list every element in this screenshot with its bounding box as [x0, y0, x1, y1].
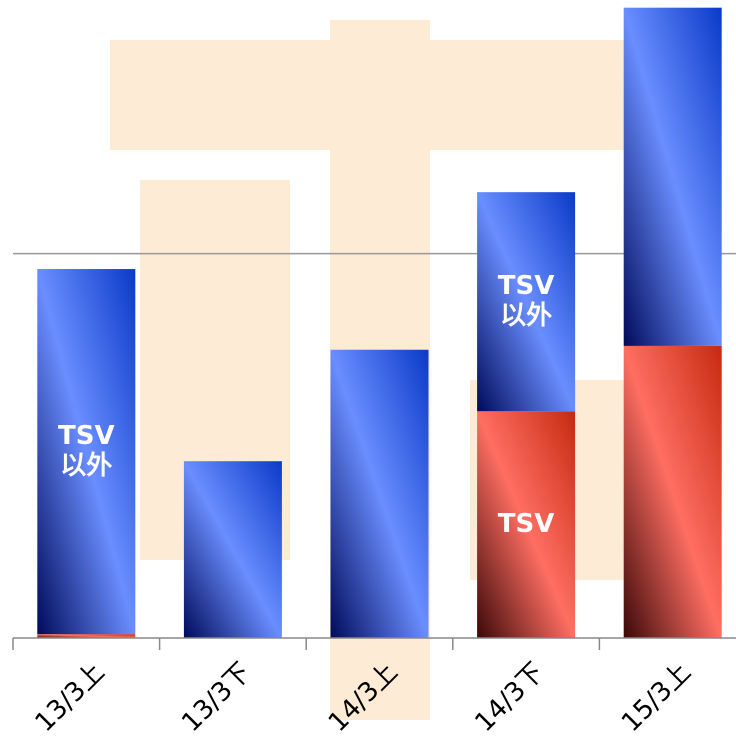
- bar-segment: [623, 345, 722, 638]
- x-tick-label: 14/3下: [469, 657, 550, 738]
- bar-segment: [623, 7, 722, 346]
- bar-segment: [477, 411, 576, 638]
- bar-segment: [330, 349, 429, 638]
- bar-segment: [183, 461, 282, 638]
- bar-label: TSV: [58, 421, 115, 451]
- bar-segment: [477, 192, 576, 412]
- bar-label: TSV: [498, 509, 555, 539]
- x-tick-label: 13/3上: [30, 657, 111, 738]
- bar-segment: [37, 269, 136, 635]
- bar-label: 以外: [60, 451, 112, 481]
- x-tick-label: 13/3下: [176, 657, 257, 738]
- bar-segment: [37, 634, 136, 638]
- bar-label: TSV: [498, 271, 555, 301]
- x-tick-label: 15/3上: [616, 657, 697, 738]
- bar-label: 以外: [500, 301, 552, 331]
